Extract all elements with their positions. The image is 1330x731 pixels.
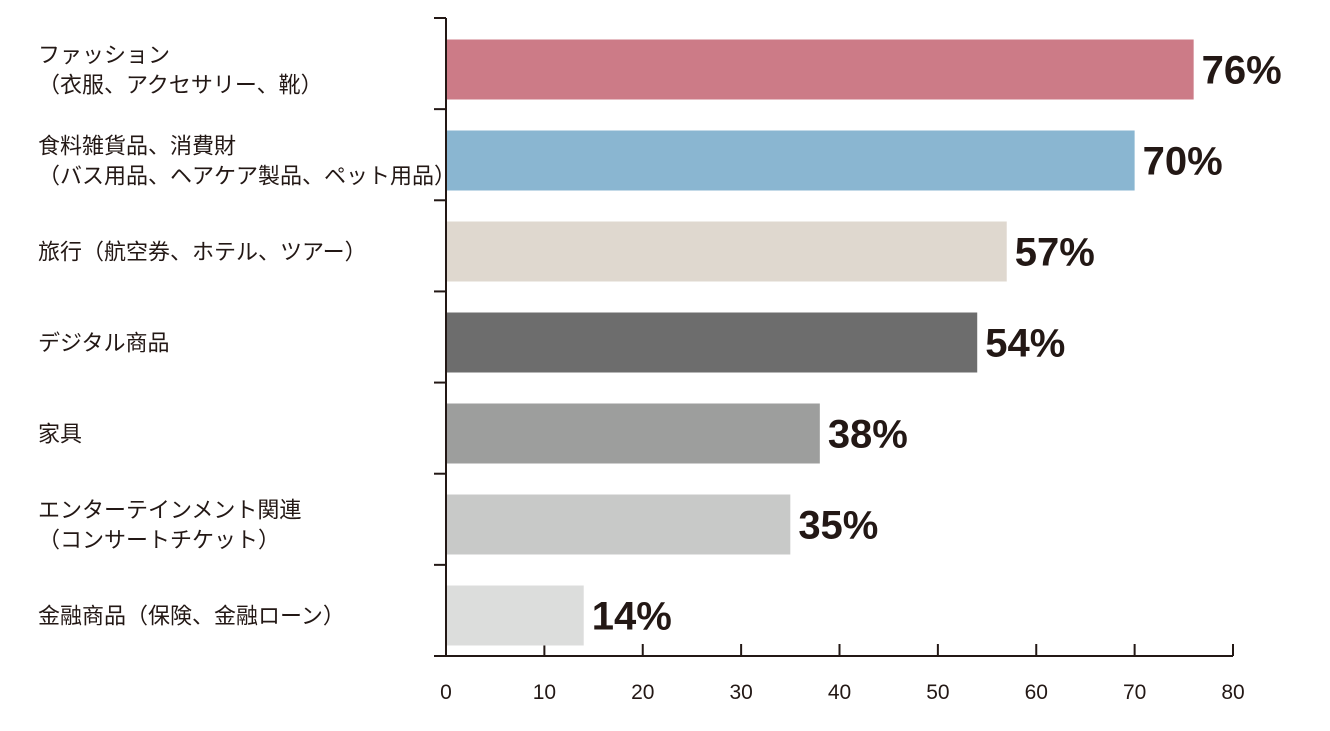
x-tick-labels: 0 10 20 30 40 50 60 70 80 — [440, 681, 1245, 704]
x-tick-label: 80 — [1221, 681, 1244, 704]
bar — [447, 494, 791, 555]
x-tick-label: 60 — [1025, 681, 1048, 704]
category-label: （衣服、アクセサリー、靴） — [38, 74, 323, 99]
x-tick-label: 0 — [440, 681, 452, 704]
x-tick-label: 40 — [828, 681, 851, 704]
category-label: ファッション — [38, 44, 170, 69]
bar — [447, 130, 1135, 191]
x-tick-label: 20 — [631, 681, 654, 704]
chart-axes — [434, 17, 1234, 657]
category-label: 家具 — [38, 423, 82, 448]
category-label: 金融商品（保険、金融ローン） — [38, 605, 345, 630]
x-tick-label: 70 — [1123, 681, 1146, 704]
bar — [447, 39, 1194, 100]
category-label: 旅行（航空券、ホテル、ツアー） — [38, 241, 367, 266]
x-tick-label: 30 — [729, 681, 752, 704]
category-labels: ファッション （衣服、アクセサリー、靴） 食料雑貨品、消費財 （バス用品、ヘアケア製品… — [38, 44, 456, 630]
bar-value-label: 38% — [828, 413, 908, 457]
bar-value-label: 54% — [985, 322, 1065, 366]
x-tick-label: 50 — [926, 681, 949, 704]
bar — [447, 221, 1007, 282]
bar — [447, 585, 584, 646]
category-label: エンターテインメント関連 — [38, 499, 301, 524]
bar-value-label: 76% — [1202, 49, 1282, 93]
bar-value-label: 35% — [798, 504, 878, 548]
category-label: （バス用品、ヘアケア製品、ペット用品） — [38, 165, 456, 190]
category-label: 食料雑貨品、消費財 — [38, 135, 236, 160]
bar-value-label: 70% — [1143, 140, 1223, 184]
category-label: デジタル商品 — [38, 332, 170, 357]
value-labels: 76% 70% 57% 54% 38% 35% 14% — [592, 49, 1282, 639]
x-tick-label: 10 — [533, 681, 556, 704]
bar — [447, 312, 978, 373]
bar-value-label: 57% — [1015, 231, 1095, 275]
category-label: （コンサートチケット） — [38, 529, 280, 554]
bar — [447, 403, 820, 464]
chart-bars — [447, 39, 1194, 646]
bar-value-label: 14% — [592, 595, 672, 639]
